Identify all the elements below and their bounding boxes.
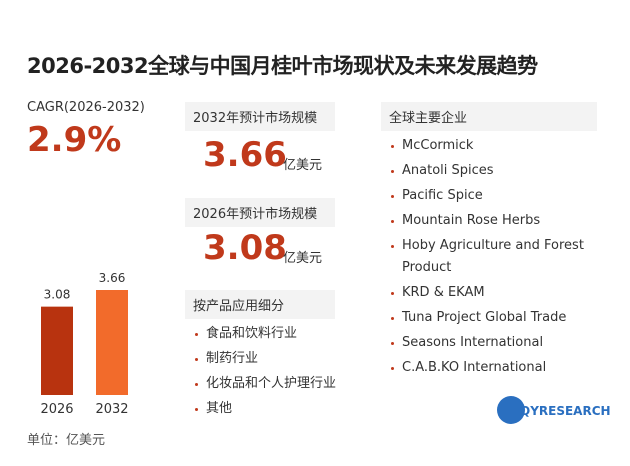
list-item: Seasons International (388, 331, 588, 356)
bar (96, 290, 128, 395)
cagr-label: CAGR(2026-2032) (27, 100, 145, 115)
list-item: KRD & EKAM (388, 281, 588, 306)
x-tick-label: 2026 (40, 402, 73, 417)
list-item: 化妆品和个人护理行业 (192, 372, 337, 397)
logo: QYRESEARCH (520, 404, 611, 418)
list-item: 其他 (192, 397, 337, 422)
market-2032-value: 3.66 (203, 135, 287, 175)
list-item: Pacific Spice (388, 184, 588, 209)
value-label: 3.08 (44, 288, 71, 302)
companies-list: McCormick Anatoli Spices Pacific Spice Moun… (388, 134, 588, 381)
market-2032-label: 2032年预计市场规模 (185, 102, 335, 131)
market-2032-unit: 亿美元 (283, 158, 323, 173)
list-item: C.A.B.KO International (388, 356, 588, 381)
list-item: Tuna Project Global Trade (388, 306, 588, 331)
x-tick-label: 2032 (95, 402, 128, 417)
bar-chart: 3.08 2026 3.66 2032 (40, 271, 128, 417)
list-item: Hoby Agriculture and Forest Product (388, 234, 588, 281)
list-item: 食品和饮料行业 (192, 322, 337, 347)
list-item: Anatoli Spices (388, 159, 588, 184)
list-item: 制药行业 (192, 347, 337, 372)
logo-globe (497, 396, 525, 424)
list-item: McCormick (388, 134, 588, 159)
list-item: Mountain Rose Herbs (388, 209, 588, 234)
segments-list: 食品和饮料行业 制药行业 化妆品和个人护理行业 其他 (192, 322, 337, 422)
cagr-value: 2.9% (27, 120, 122, 160)
unit-label: 单位：亿美元 (27, 433, 106, 448)
bar (41, 306, 73, 395)
companies-title: 全球主要企业 (381, 102, 597, 131)
title: 2026-2032全球与中国月桂叶市场现状及未来发展趋势 (27, 54, 538, 78)
market-2026-label: 2026年预计市场规模 (185, 198, 335, 227)
market-2026-unit: 亿美元 (283, 251, 323, 266)
segments-title: 按产品应用细分 (185, 290, 335, 319)
market-2026-value: 3.08 (203, 228, 287, 268)
value-label: 3.66 (99, 271, 126, 285)
